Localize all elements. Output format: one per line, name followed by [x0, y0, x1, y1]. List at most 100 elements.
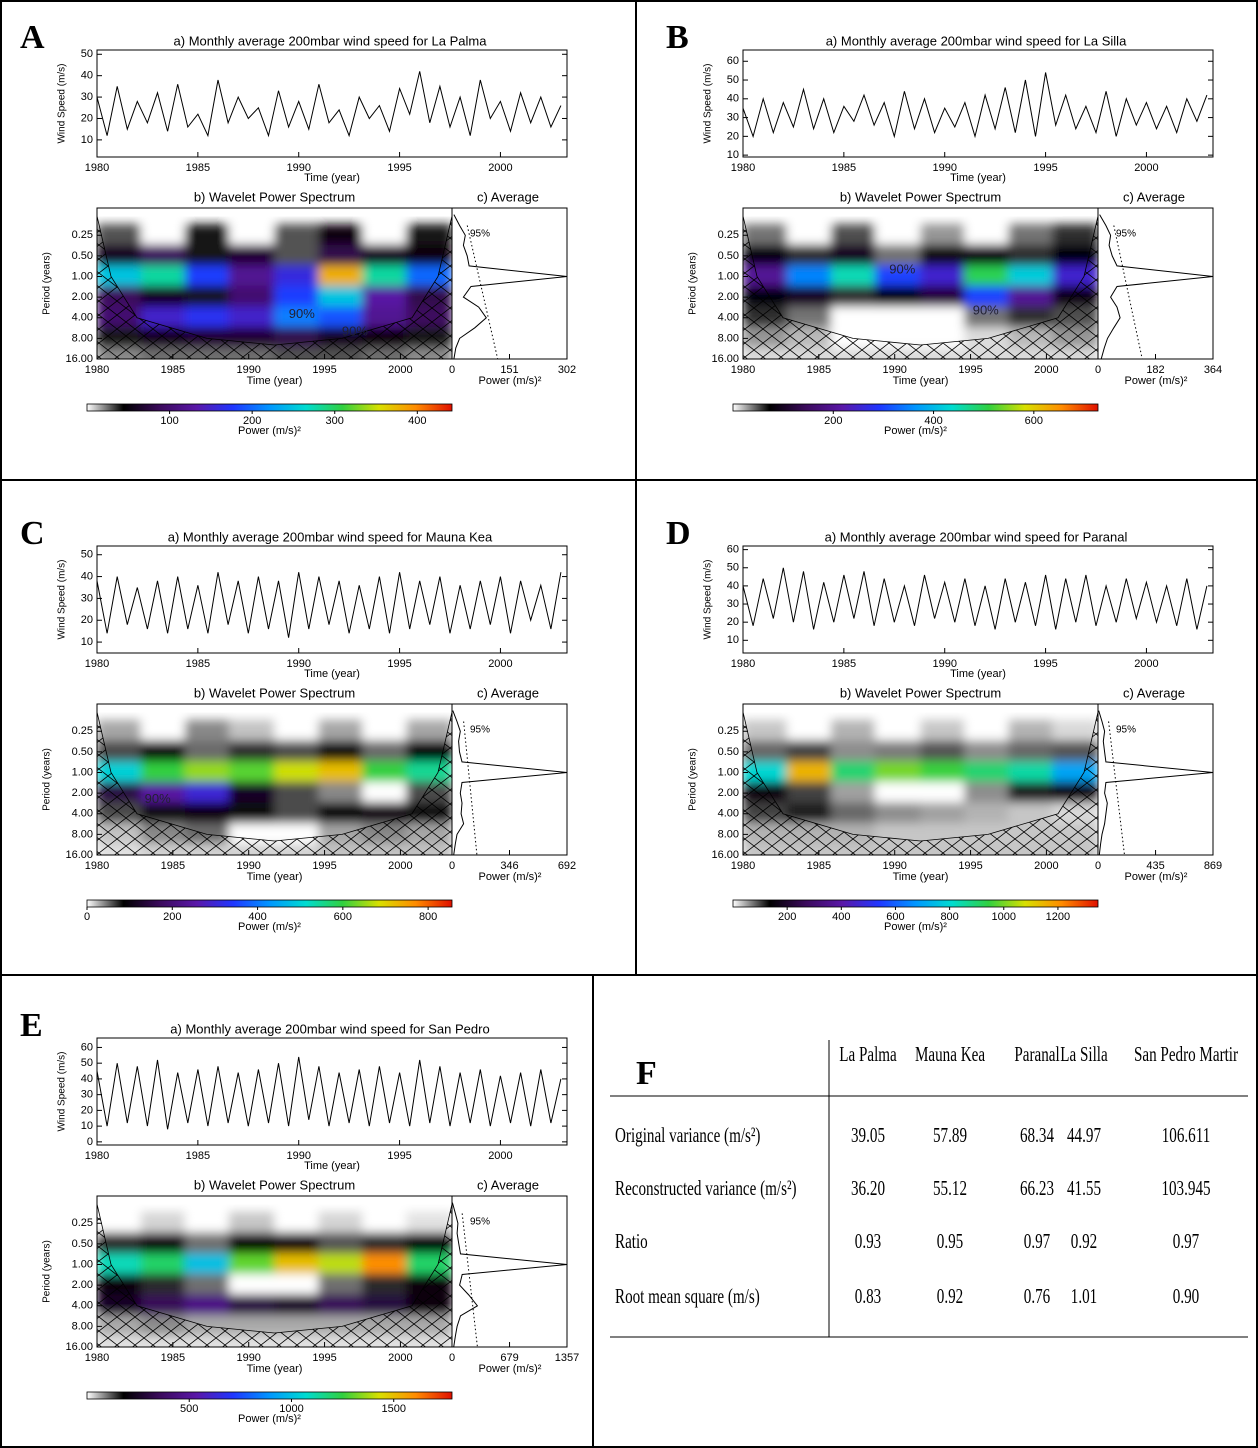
x-tick-label: 1990	[882, 860, 906, 872]
chart-title: a) Monthly average 200mbar wind speed fo…	[168, 529, 493, 544]
y-tick-label: 8.00	[72, 332, 93, 344]
y-tick-label: 50	[81, 1057, 93, 1069]
x-tick-label: 2000	[1134, 658, 1158, 670]
contour-label: 90%	[289, 306, 315, 321]
power-cell	[228, 285, 275, 309]
colorbar	[86, 899, 453, 908]
table-cell: 0.97	[1024, 1229, 1050, 1252]
x-tick-label: 2000	[388, 860, 412, 872]
x-tick-label: 2000	[488, 162, 512, 174]
power-cell	[874, 306, 921, 330]
x-tick-label: 1995	[387, 162, 411, 174]
power-cell	[228, 1232, 275, 1256]
chart-title: a) Monthly average 200mbar wind speed fo…	[825, 529, 1128, 544]
power-cell	[228, 244, 275, 268]
y-tick-label: 4.00	[718, 312, 739, 324]
heatmap	[97, 1203, 452, 1347]
power-cell	[274, 1273, 321, 1297]
x-axis-label: Time (year)	[950, 668, 1006, 680]
spectrum-title: b) Wavelet Power Spectrum	[840, 685, 1001, 700]
wind-line	[96, 572, 562, 638]
colorbar-tick-label: 0	[84, 911, 90, 923]
heatmap	[97, 215, 452, 359]
table-cell: 68.34	[1020, 1123, 1054, 1146]
power-cell	[362, 285, 409, 309]
y-tick-label: 40	[81, 1073, 93, 1085]
colorbar	[86, 403, 453, 412]
contour-label: 90%	[145, 791, 171, 806]
colorbar-label: Power (m/s)²	[238, 921, 301, 933]
x-tick-label: 692	[558, 860, 576, 872]
y-tick-label: 30	[727, 598, 739, 610]
x-tick-label: 2000	[1034, 364, 1058, 376]
y-axis-label: Period (years)	[688, 748, 699, 811]
power-cell	[406, 740, 452, 764]
x-tick-label: 151	[500, 364, 518, 376]
power-cell	[964, 265, 1011, 288]
y-tick-label: 20	[727, 130, 739, 142]
significance-line	[461, 1213, 478, 1347]
power-cell	[140, 285, 187, 309]
x-axis-label: Time (year)	[304, 172, 360, 184]
power-cell	[318, 265, 365, 288]
table-cell: 103.945	[1161, 1176, 1210, 1199]
x-tick-label: 869	[1204, 860, 1222, 872]
x-tick-label: 1985	[832, 162, 856, 174]
power-cell	[318, 1211, 365, 1235]
power-cell	[362, 781, 409, 805]
table-label: F	[636, 1055, 657, 1092]
power-cell	[274, 1211, 321, 1235]
colorbar-label: Power (m/s)²	[238, 1413, 301, 1425]
y-tick-label: 4.00	[72, 1300, 93, 1312]
colorbar-tick-label: 1500	[381, 1403, 405, 1415]
plot-frame	[96, 545, 568, 654]
power-cell	[964, 740, 1011, 764]
power-cell	[920, 265, 967, 288]
row-label: Original variance (m/s²)	[615, 1123, 760, 1147]
x-tick-label: 1995	[387, 1150, 411, 1162]
y-tick-label: 0.25	[718, 229, 739, 241]
power-cell	[920, 761, 967, 784]
power-cell	[920, 802, 967, 826]
power-cell	[140, 1273, 187, 1297]
row-label: Root mean square (m/s)	[615, 1284, 760, 1308]
x-tick-label: 1980	[85, 860, 109, 872]
contour-label: 90%	[973, 303, 999, 318]
significance-label: 95%	[470, 229, 490, 240]
power-cell	[184, 1253, 231, 1276]
y-tick-label: 30	[81, 592, 93, 604]
power-cell	[318, 223, 365, 247]
power-cell	[274, 740, 321, 764]
colorbar	[86, 1391, 453, 1400]
cone-of-influence	[743, 711, 1098, 855]
plot-frame	[1097, 207, 1214, 360]
plot-frame	[742, 49, 1214, 158]
power-cell	[184, 1294, 231, 1318]
power-cell	[184, 740, 231, 764]
y-tick-label: 10	[727, 634, 739, 646]
power-cell	[318, 802, 365, 826]
y-axis-label: Period (years)	[42, 1240, 53, 1303]
power-cell	[274, 1253, 321, 1276]
power-cell	[228, 802, 275, 826]
cone-of-influence	[97, 1203, 452, 1347]
y-tick-label: 60	[81, 1041, 93, 1053]
heatmap-cells	[97, 1211, 452, 1347]
colorbar-tick-label: 200	[163, 911, 181, 923]
x-tick-label: 1990	[932, 658, 956, 670]
x-tick-label: 1985	[832, 658, 856, 670]
x-tick-label: 0	[449, 364, 455, 376]
power-cell	[318, 719, 365, 743]
table-cell: 0.90	[1173, 1284, 1199, 1307]
x-tick-label: 1985	[186, 658, 210, 670]
power-cell	[830, 781, 877, 805]
power-cell	[920, 781, 967, 805]
y-tick-label: 16.00	[65, 1341, 93, 1353]
x-tick-label: 1980	[731, 162, 755, 174]
significance-line	[463, 721, 478, 855]
colorbar	[732, 403, 1099, 412]
power-cell	[318, 244, 365, 268]
table-cell: 0.83	[855, 1284, 881, 1307]
